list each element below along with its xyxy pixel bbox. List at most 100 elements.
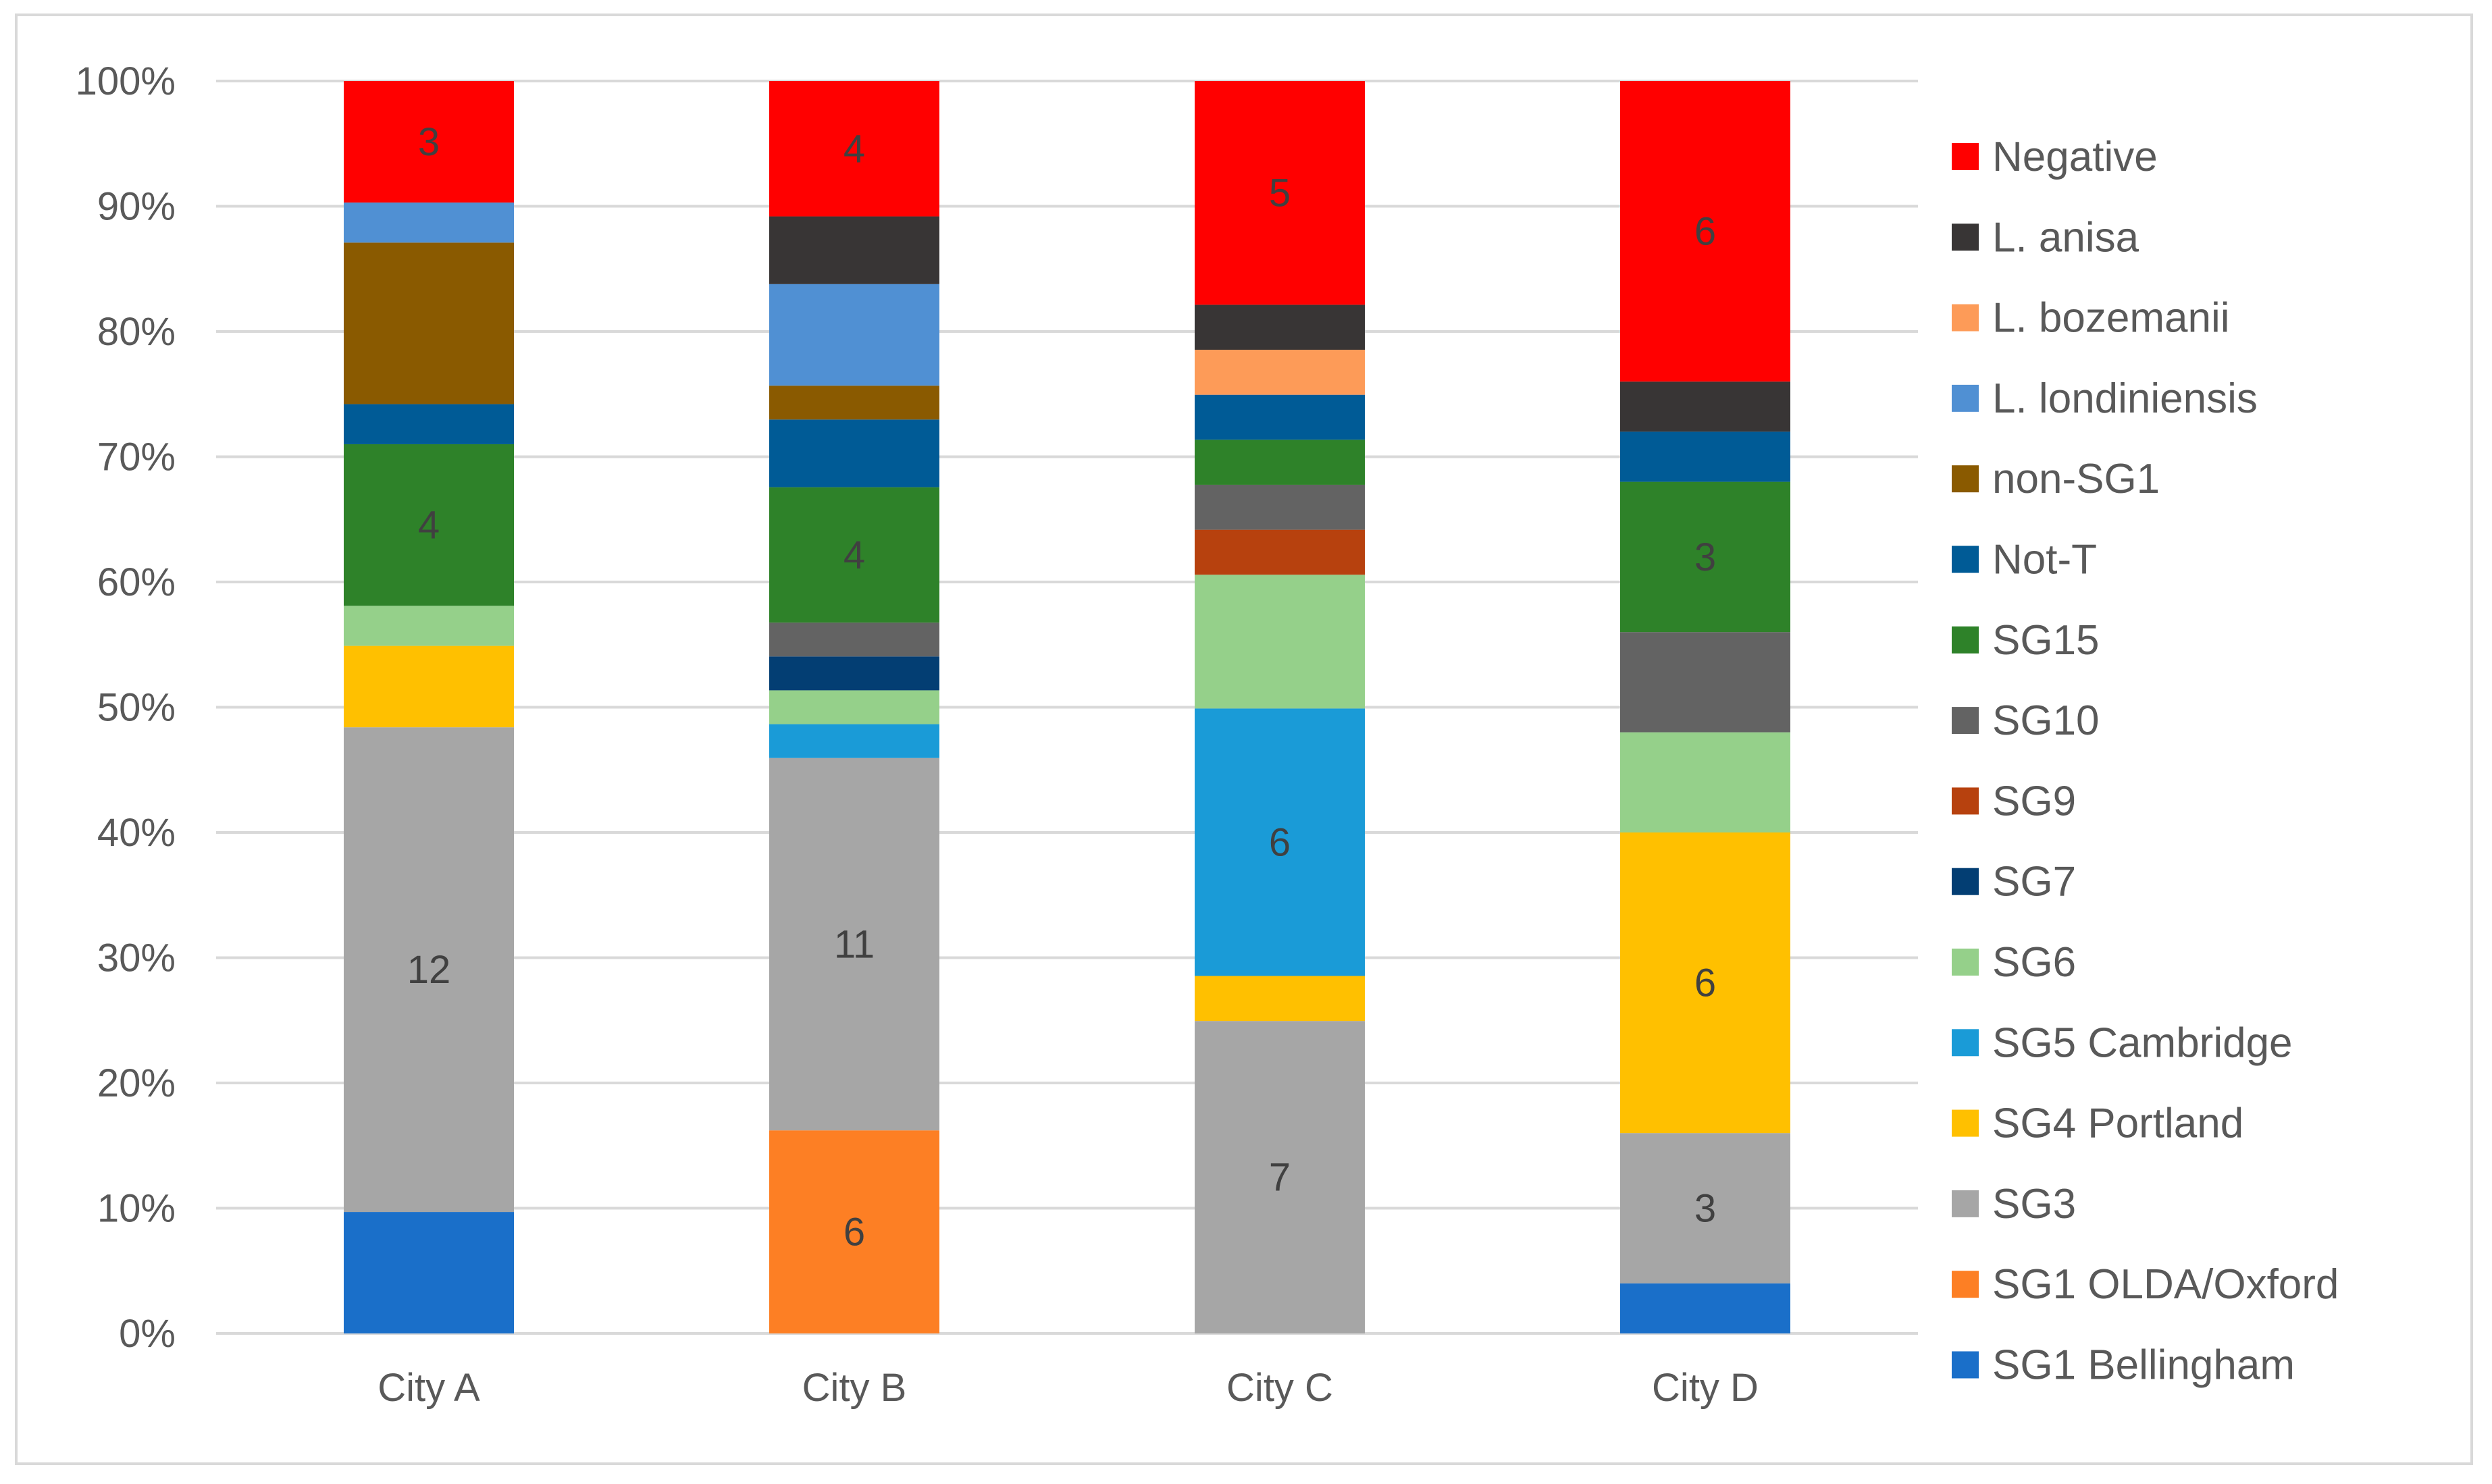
legend-swatch [1952,223,1979,251]
legend-label: SG10 [1992,697,2100,744]
y-axis-ticks: 0% 10% 20% 30% 40% 50% 60% 70% 80% 90% 100% [76,59,176,1356]
bar-segment-city-d-sg10 [1620,632,1790,733]
bar-segment-city-c-l-bozemanii [1195,350,1365,395]
x-category-label: City B [802,1366,907,1410]
legend-swatch [1952,707,1979,735]
bar-segment-city-c-negative [1195,81,1365,305]
bar-segment-city-c-sg9 [1195,529,1365,575]
y-tick-label: 0% [119,1312,176,1356]
legend-entry: SG7 [1952,859,2076,905]
legend-swatch [1952,1190,1979,1217]
bar-segment-city-d-not-t [1620,431,1790,482]
legend-label: SG1 Bellingham [1992,1342,2295,1389]
x-category-label: City D [1652,1366,1759,1410]
data-label: 3 [1694,1187,1716,1231]
legend-entry: SG1 OLDA/Oxford [1952,1261,2339,1308]
bar-segment-city-b-sg6 [769,690,939,724]
bar-segment-city-c-sg15 [1195,440,1365,485]
bar-segment-city-c-l-anisa [1195,304,1365,350]
bar-segment-city-b-negative [769,81,939,217]
bar-segment-city-d-l-anisa [1620,381,1790,432]
bar-segment-city-d-sg4-portland [1620,832,1790,1134]
legend-entry: SG6 [1952,939,2076,986]
x-category-label: City A [378,1366,480,1410]
data-label: 7 [1269,1156,1291,1200]
data-label: 4 [843,127,865,171]
bar-segment-city-a-non-sg1 [344,242,514,404]
bar-segment-city-b-sg1-olda-oxford [769,1130,939,1333]
bar-segment-city-d-negative [1620,81,1790,382]
y-tick-label: 70% [97,435,176,479]
legend-entry: L. anisa [1952,214,2139,261]
legend-swatch [1952,546,1979,573]
legend-label: SG7 [1992,859,2076,905]
y-tick-label: 90% [97,185,176,229]
bar-segment-city-a-sg15 [344,444,514,606]
bar-segment-city-a-sg3 [344,727,514,1213]
data-label: 4 [418,504,440,548]
legend-label: SG15 [1992,617,2100,664]
legend-swatch [1952,465,1979,493]
legend-swatch [1952,1351,1979,1379]
data-label: 12 [407,948,451,992]
y-tick-label: 30% [97,936,176,980]
legend-swatch [1952,384,1979,412]
bar-segment-city-a-not-t [344,404,514,444]
legend-entry: SG15 [1952,617,2100,664]
legend-entry: SG10 [1952,697,2100,744]
bar-segment-city-c-sg10 [1195,484,1365,530]
bar-segment-city-d-sg15 [1620,481,1790,633]
bar-segment-city-a-l-londiniensis [344,202,514,243]
legend-swatch [1952,868,1979,895]
data-label: 6 [1694,961,1716,1005]
legend-entry: L. bozemanii [1952,295,2230,342]
bar-segment-city-d-sg1-bellingham [1620,1283,1790,1333]
legend-swatch [1952,1029,1979,1057]
legend-swatch [1952,626,1979,654]
legend-entry: SG4 Portland [1952,1101,2243,1147]
bar-segment-city-b-l-anisa [769,216,939,284]
legend-entry: SG3 [1952,1181,2076,1227]
data-labels: 3 4 12 4 4 11 6 5 6 7 6 3 6 3 [407,120,1716,1254]
legend-entry: Not-T [1952,537,2097,583]
bar-segment-city-b-l-londiniensis [769,284,939,386]
x-axis-categories: City A City B City C City D [378,1366,1759,1410]
data-label: 5 [1269,171,1291,215]
bar-segment-city-a-negative [344,81,514,203]
legend: Negative L. anisa L. bozemanii L. londinien… [1952,134,2339,1389]
bar-segment-city-a-sg4-portland [344,645,514,728]
bar-segment-city-c-sg3 [1195,1021,1365,1333]
data-label: 3 [418,120,440,164]
y-tick-label: 50% [97,686,176,730]
y-tick-label: 60% [97,560,176,604]
legend-swatch [1952,1109,1979,1137]
legend-label: SG5 Cambridge [1992,1019,2293,1066]
bar-segment-city-b-sg5-cambridge [769,724,939,758]
data-label: 6 [1269,820,1291,864]
bar-segment-city-b-sg7 [769,656,939,691]
legend-label: non-SG1 [1992,456,2160,502]
bar-segment-city-c-sg4-portland [1195,976,1365,1022]
bars [344,81,1790,1333]
y-tick-label: 80% [97,310,176,354]
bar-segment-city-b-non-sg1 [769,386,939,420]
legend-swatch [1952,787,1979,815]
legend-label: SG9 [1992,778,2076,824]
y-tick-label: 40% [97,811,176,855]
legend-entry: non-SG1 [1952,456,2160,502]
y-tick-label: 20% [97,1061,176,1105]
bar-segment-city-c-sg5-cambridge [1195,708,1365,976]
legend-label: L. bozemanii [1992,295,2230,342]
legend-entry: Negative [1952,134,2158,180]
legend-label: L. anisa [1992,214,2139,261]
legend-swatch [1952,949,1979,976]
data-label: 3 [1694,535,1716,579]
legend-entry: SG9 [1952,778,2076,824]
legend-label: SG6 [1992,939,2076,986]
legend-swatch [1952,1271,1979,1298]
bar-segment-city-b-sg3 [769,758,939,1131]
bar-segment-city-d-sg6 [1620,732,1790,832]
y-tick-label: 100% [76,59,176,103]
bar-segment-city-b-not-t [769,419,939,487]
